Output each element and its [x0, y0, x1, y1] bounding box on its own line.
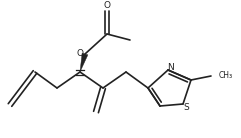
Text: CH₃: CH₃ [219, 71, 233, 80]
Text: O: O [76, 48, 83, 58]
Text: S: S [183, 104, 189, 112]
Text: N: N [167, 63, 173, 71]
Text: O: O [103, 2, 111, 10]
Polygon shape [80, 53, 88, 72]
